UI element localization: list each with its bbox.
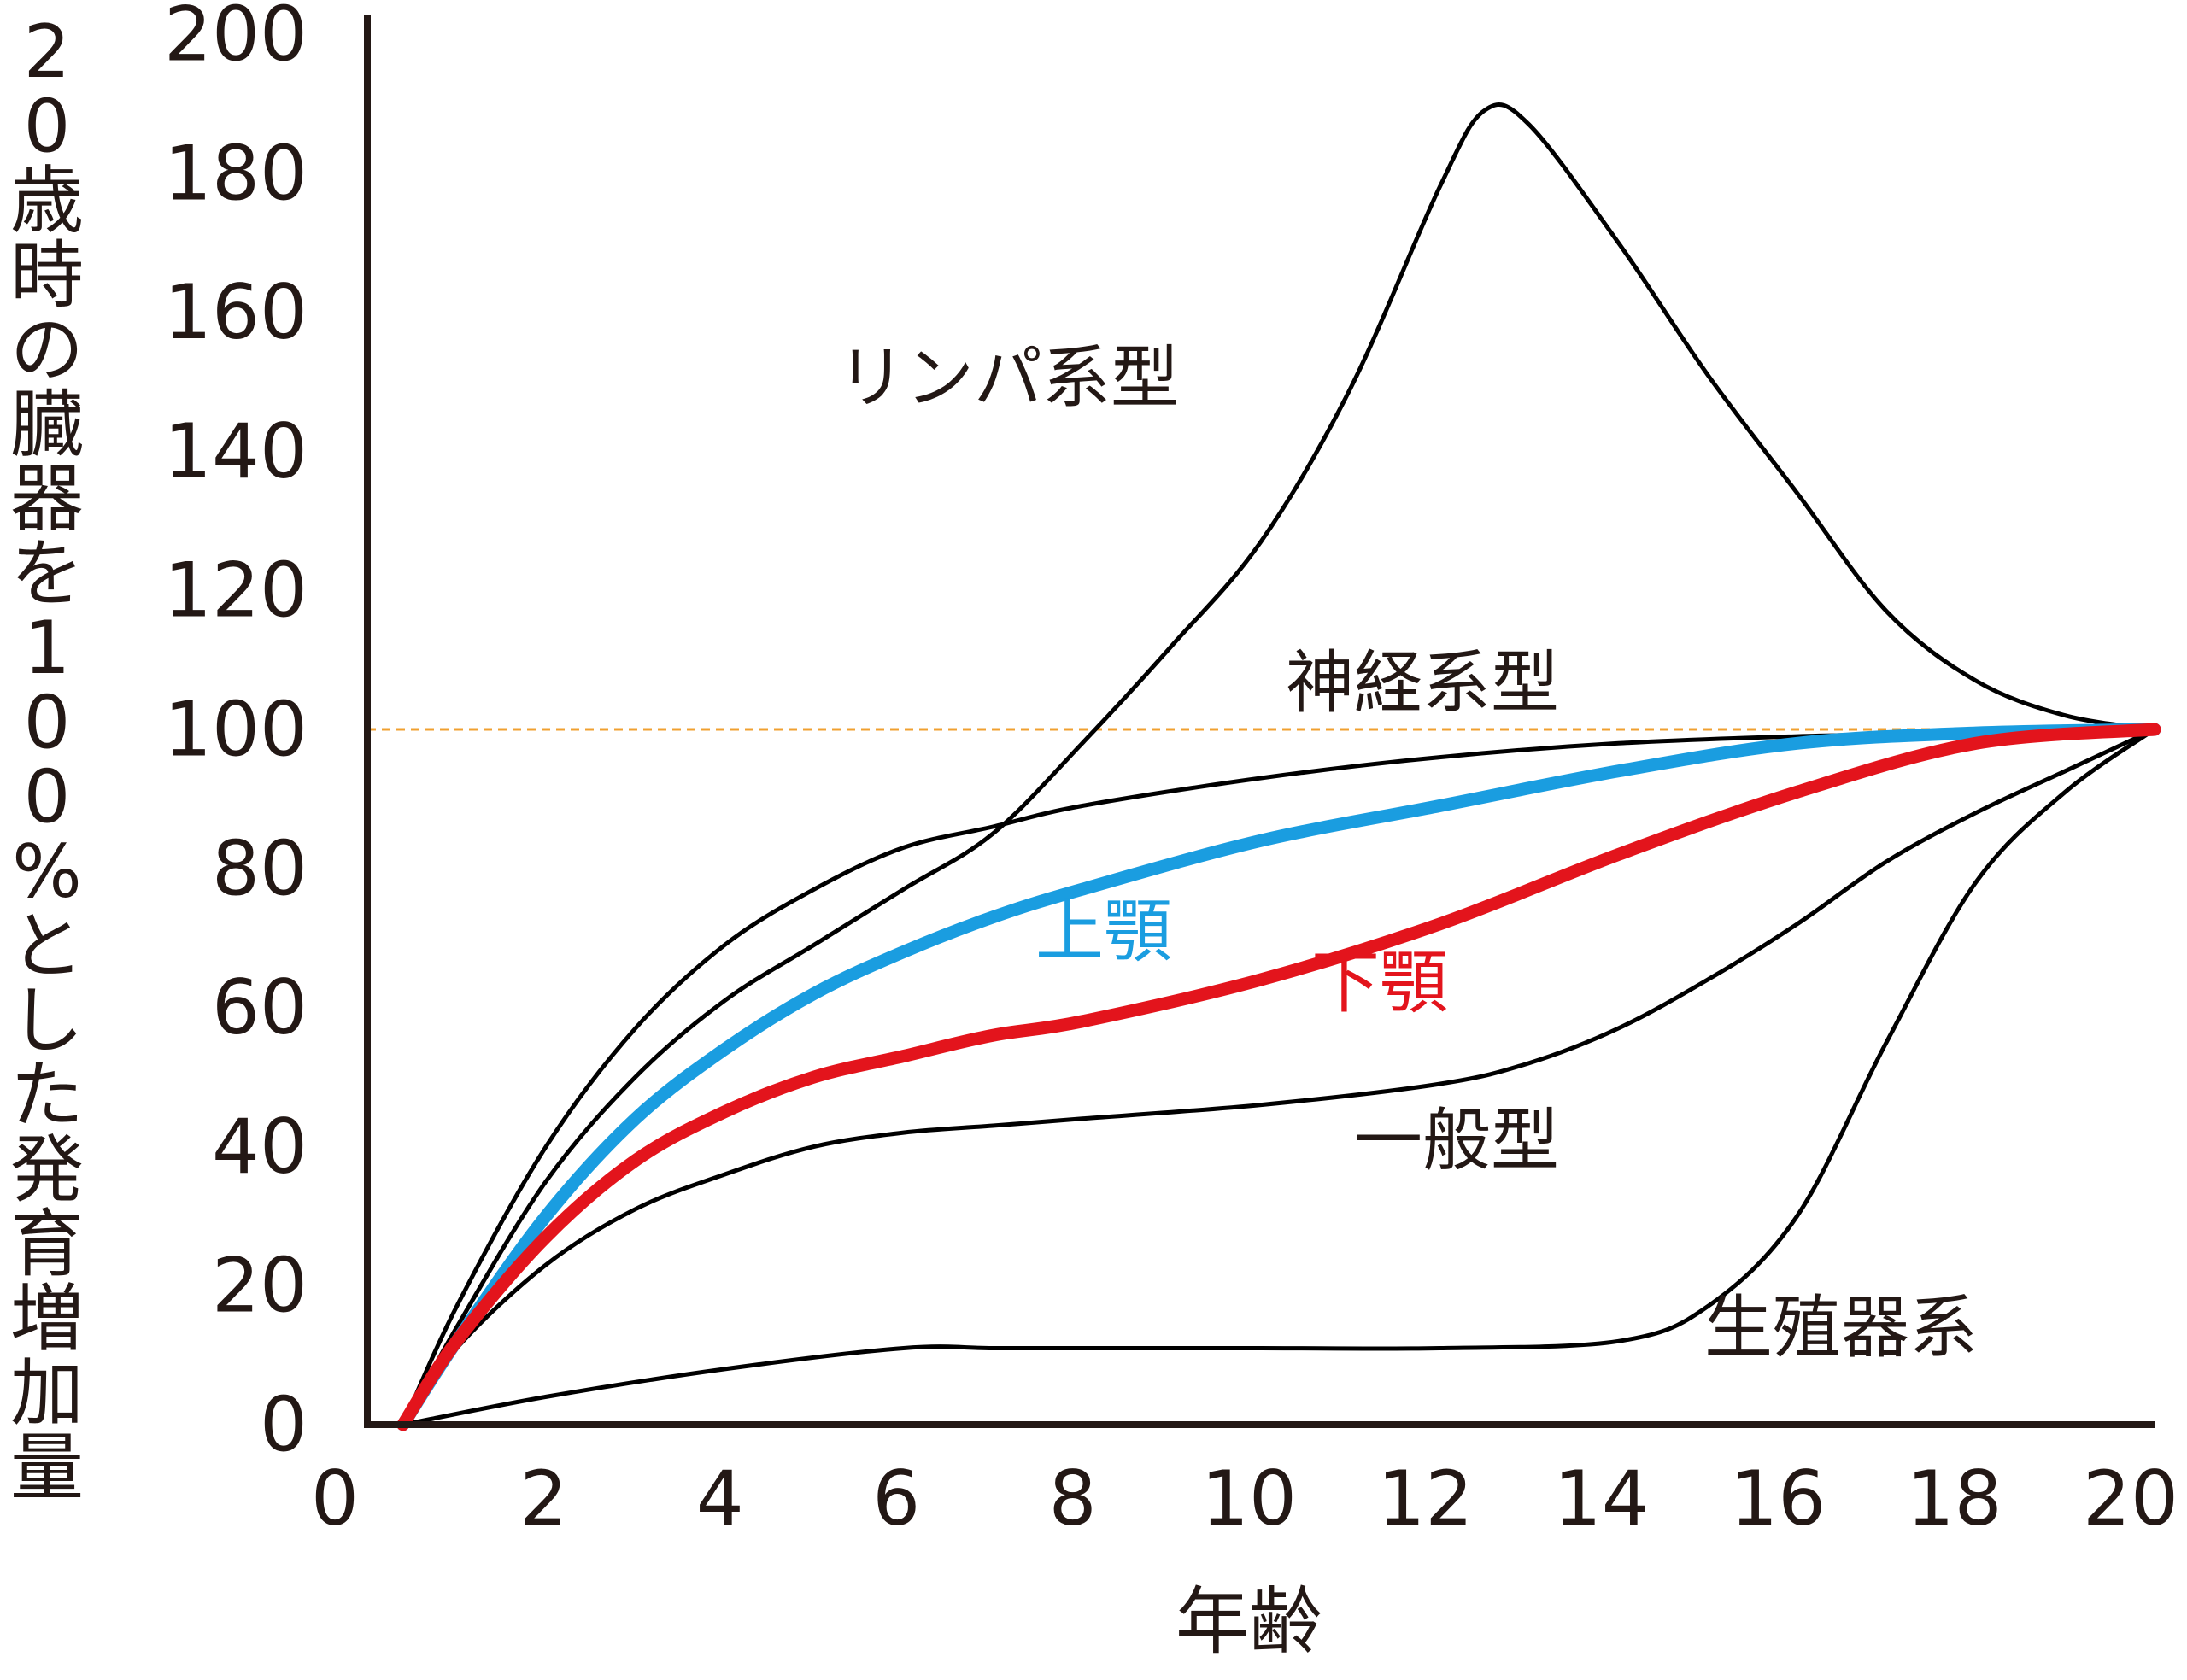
- series-label-一般型: 一般型: [1354, 1101, 1559, 1180]
- y-tick-label: 160: [164, 268, 308, 356]
- y-tick-label: 60: [212, 963, 308, 1051]
- series-label-生殖器系: 生殖器系: [1704, 1288, 1978, 1367]
- x-tick-label: 8: [1049, 1455, 1097, 1542]
- y-tick-label: 40: [212, 1103, 308, 1191]
- y-tick-label: 80: [212, 824, 308, 912]
- y-tick-label: 20: [212, 1242, 308, 1330]
- series-line-一般型: [401, 727, 2157, 1427]
- series-label-上顎: 上顎: [1035, 892, 1172, 971]
- x-tick-label: 14: [1554, 1455, 1650, 1542]
- y-tick-label: 200: [164, 0, 308, 79]
- x-axis-title: 年齢: [1176, 1579, 1322, 1665]
- series-label-下顎: 下顎: [1311, 943, 1448, 1022]
- x-tick-label: 2: [519, 1455, 567, 1542]
- series-line-神経系型: [401, 727, 2157, 1427]
- series-line-下顎: [396, 723, 2161, 1431]
- y-tick-label: 120: [164, 547, 308, 635]
- series-line-リンパ系型: [401, 102, 2157, 1427]
- x-tick-label: 4: [696, 1455, 744, 1542]
- y-tick-label: 100: [164, 686, 308, 774]
- x-tick-label: 12: [1377, 1455, 1473, 1542]
- x-tick-label: 16: [1730, 1455, 1826, 1542]
- series-line-生殖器系: [401, 727, 2157, 1427]
- x-tick-label: 10: [1201, 1455, 1297, 1542]
- x-tick-label: 20: [2083, 1455, 2178, 1542]
- y-axis-title: 2 0 歳時の臓器を 1 0 0 %とした発育増加量: [10, 9, 84, 1511]
- y-tick-label: 0: [260, 1381, 308, 1469]
- y-tick-label: 180: [164, 129, 308, 217]
- x-tick-label: 18: [1907, 1455, 2002, 1542]
- x-tick-label: 0: [311, 1455, 359, 1542]
- y-tick-label: 140: [164, 407, 308, 495]
- x-tick-label: 6: [872, 1455, 920, 1542]
- series-label-リンパ系型: リンパ系型: [837, 338, 1179, 418]
- series-line-上顎: [396, 723, 2161, 1431]
- series-label-神経系型: 神経系型: [1286, 643, 1559, 723]
